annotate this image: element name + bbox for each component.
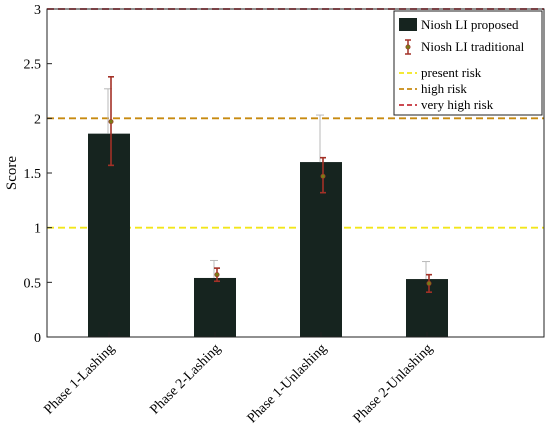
legend-label-3: present risk [421,65,482,80]
legend-label-1: Niosh LI proposed [421,17,519,32]
x-tick-label-4: Phase 2-Unlashing [351,341,436,426]
y-tick-label-1: 0 [34,331,41,346]
y-axis-label: Score [4,156,20,190]
y-ticks: 0 0.5 1 1.5 2 2.5 3 [24,3,52,346]
trad-point-4 [426,280,432,286]
bar-3 [300,162,342,337]
trad-point-2 [214,272,220,278]
x-tick-label-1: Phase 1-Lashing [42,341,118,417]
y-tick-label-4: 1.5 [24,167,42,182]
y-tick-label-6: 2.5 [24,58,42,73]
bar-2 [194,277,236,337]
y-tick-label-5: 2 [34,112,41,127]
legend: Niosh LI proposed Niosh LI traditional pre… [393,10,543,116]
bar-1 [88,133,130,337]
legend-box [393,10,543,116]
y-tick-label-3: 1 [34,222,41,237]
legend-label-4: high risk [421,81,467,96]
x-ticks: Phase 1-Lashing Phase 2-Lashing Phase 1-Un… [42,332,436,426]
x-tick-label-3: Phase 1-Unlashing [245,341,330,426]
legend-swatch-marker [405,44,411,50]
legend-swatch-1 [399,18,417,31]
legend-label-2: Niosh LI traditional [421,39,525,54]
x-tick-label-2: Phase 2-Lashing [148,341,224,417]
bars [88,133,448,337]
trad-point-1 [108,119,114,125]
y-tick-label-2: 0.5 [24,276,42,291]
y-tick-label-7: 3 [34,3,41,18]
trad-point-3 [320,173,326,179]
legend-label-5: very high risk [421,97,494,112]
error-bars [104,75,432,293]
bar-4 [406,279,448,337]
